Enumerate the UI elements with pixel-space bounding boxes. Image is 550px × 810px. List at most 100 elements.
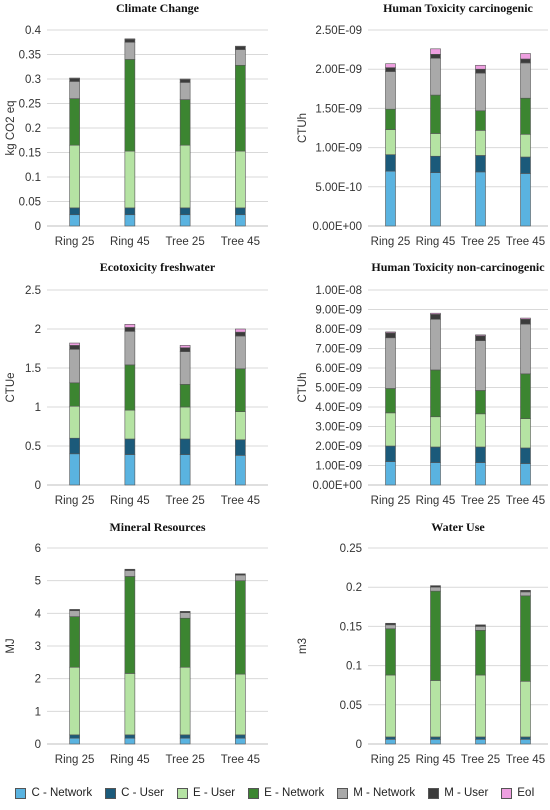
bar-segment — [430, 94, 441, 134]
bar-segment — [430, 57, 441, 96]
y-tick-label: 0.35 — [19, 50, 41, 62]
bar-segment — [235, 45, 246, 48]
bar-segment — [124, 438, 136, 455]
bar-segment — [179, 347, 191, 352]
bar-segment — [235, 573, 246, 576]
y-tick-label: 0.15 — [19, 148, 41, 160]
chart-panel: Ecotoxicity freshwater 0 0.5 1 1.5 2 2.5 CTUe Ri… — [5, 260, 268, 507]
bar-segment — [385, 461, 396, 486]
bar-segment — [385, 108, 396, 130]
bar-segment — [385, 674, 396, 738]
legend-label: M - User — [444, 787, 489, 799]
bar-segment — [520, 463, 531, 486]
bar-segment — [69, 437, 80, 455]
bar-segment — [520, 156, 531, 174]
bar-segment — [235, 214, 246, 227]
x-tick-label: Tree 25 — [166, 495, 205, 507]
bar-segment — [179, 79, 191, 83]
y-tick-label: 0.15 — [340, 621, 362, 633]
chart-panel: Mineral Resources 0 1 2 3 4 5 6 MJ Ring 25 Ring 45… — [5, 520, 268, 766]
legend-swatch — [501, 787, 513, 799]
y-axis-label: kg CO2 eq — [5, 101, 17, 156]
x-tick-label: Ring 25 — [371, 236, 411, 248]
bar-segment — [430, 155, 441, 173]
bar-segment — [430, 48, 441, 55]
bar-segment — [69, 453, 80, 486]
bar-segment — [179, 144, 191, 209]
legend-item: C - Network — [15, 787, 92, 799]
y-tick-label: 5 — [35, 576, 41, 588]
x-tick-label: Ring 45 — [110, 495, 150, 507]
x-tick-label: Ring 25 — [55, 495, 95, 507]
bar-segment — [235, 580, 246, 675]
chart-panel: Climate Change 0 0.05 0.1 0.15 0.2 0.25 0.3 0.35… — [5, 1, 268, 248]
bar-segment — [520, 323, 531, 375]
bar-segment — [69, 345, 80, 350]
bar-segment — [430, 680, 441, 738]
x-tick-label: Ring 25 — [371, 754, 411, 766]
bar-segment — [124, 409, 136, 440]
y-tick-label: 0 — [35, 221, 41, 233]
y-tick-label: 1.00E-09 — [315, 143, 362, 155]
bar-segment — [430, 736, 441, 740]
bar-segment — [69, 609, 80, 612]
bar-segment — [520, 133, 531, 158]
bar-segment — [385, 736, 396, 740]
bar-segment — [520, 173, 531, 227]
y-tick-label: 0.1 — [346, 661, 362, 673]
bar-segment — [179, 214, 191, 227]
bar-segment — [475, 335, 486, 342]
legend-swatch — [176, 787, 188, 799]
bar-segment — [235, 335, 246, 370]
bar-segment — [475, 390, 486, 415]
x-tick-label: Ring 45 — [416, 236, 456, 248]
bar-segment — [520, 590, 531, 593]
bar-segment — [430, 369, 441, 418]
bar-segment — [235, 439, 246, 456]
bar-segment — [124, 576, 136, 674]
bar-segment — [235, 368, 246, 412]
y-axis-label: m3 — [297, 638, 309, 654]
bar-segment — [124, 568, 136, 571]
x-tick-label: Ring 25 — [55, 236, 95, 248]
chart-title: Water Use — [431, 520, 485, 534]
bar-segment — [124, 737, 136, 745]
x-tick-label: Tree 45 — [221, 754, 260, 766]
y-tick-label: 0.00E+00 — [312, 480, 362, 492]
y-tick-label: 0 — [35, 480, 41, 492]
bar-segment — [385, 628, 396, 676]
legend-label: EoI — [517, 787, 535, 799]
bar-segment — [235, 574, 246, 581]
bar-segment — [385, 624, 396, 630]
chart-title: Climate Change — [116, 1, 200, 15]
legend-swatch — [105, 787, 117, 799]
bar-segment — [385, 337, 396, 389]
bar-segment — [69, 610, 80, 617]
bar-segment — [385, 71, 396, 110]
bar-segment — [235, 46, 246, 50]
bar-segment — [520, 736, 531, 740]
bar-segment — [179, 78, 191, 80]
y-tick-label: 0.00E+00 — [312, 221, 362, 233]
bar-segment — [69, 144, 80, 209]
bar-segment — [235, 328, 246, 333]
chart-panel: Water Use 0 0.05 0.1 0.15 0.2 0.25 m3 Ring 25 Rin… — [297, 520, 548, 766]
legend-label: E - Network — [264, 787, 325, 799]
x-tick-label: Tree 45 — [506, 495, 545, 507]
bar-segment — [69, 382, 80, 407]
legend-item: EoI — [501, 787, 535, 799]
y-tick-label: 1 — [35, 706, 41, 718]
bar-segment — [430, 462, 441, 486]
y-tick-label: 0.4 — [25, 25, 42, 37]
bar-segment — [475, 446, 486, 463]
bar-segment — [430, 133, 441, 157]
bar-segment — [385, 332, 396, 339]
bar-segment — [69, 214, 80, 227]
chart-title: Human Toxicity carcinogenic — [383, 1, 533, 15]
bar-segment — [385, 170, 396, 227]
bar-segment — [69, 98, 80, 146]
bar-segment — [235, 49, 246, 66]
bar-segment — [520, 53, 531, 60]
y-tick-label: 1.00E-09 — [315, 461, 362, 473]
bar-segment — [385, 129, 396, 155]
